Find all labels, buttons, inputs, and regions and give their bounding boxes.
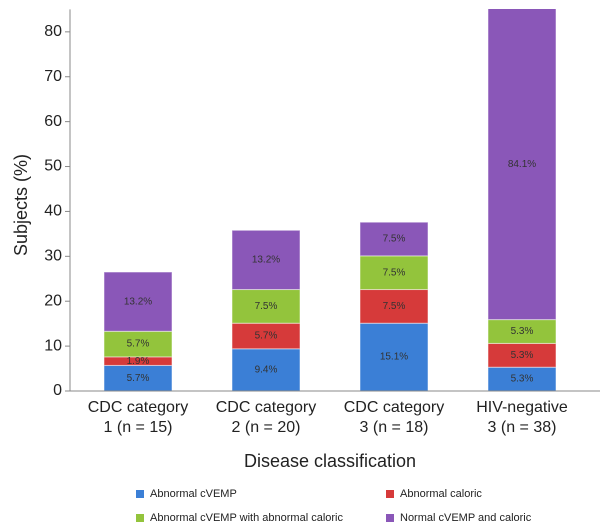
bar-segment — [231, 229, 301, 291]
legend-label: Normal cVEMP and caloric — [400, 512, 532, 524]
legend-label: Abnormal caloric — [400, 488, 482, 500]
legend-label: Abnormal cVEMP with abnormal caloric — [150, 512, 343, 524]
bar-segment — [487, 9, 557, 321]
x-tick-label: 1 (n = 15) — [104, 419, 173, 436]
data-label: 9.4% — [255, 365, 278, 376]
data-label: 5.3% — [511, 326, 534, 337]
bar-segment — [103, 271, 173, 332]
y-tick-label: 60 — [44, 113, 62, 130]
data-label: 1.9% — [127, 356, 150, 367]
bar-segment — [231, 289, 301, 324]
legend-swatch — [136, 514, 144, 522]
data-label: 5.3% — [511, 350, 534, 361]
x-tick-label: 3 (n = 38) — [488, 419, 557, 436]
y-tick-label: 70 — [44, 68, 62, 85]
data-label: 7.5% — [383, 267, 406, 278]
bar-segment — [103, 364, 173, 392]
y-tick-label: 0 — [53, 382, 62, 399]
data-label: 5.3% — [511, 374, 534, 385]
x-tick-label: 3 (n = 18) — [360, 419, 429, 436]
y-tick-label: 40 — [44, 203, 62, 220]
data-label: 13.2% — [124, 296, 152, 307]
bar-segment — [359, 221, 429, 257]
data-label: 5.7% — [255, 331, 278, 342]
x-tick-label: CDC category — [88, 399, 188, 416]
data-label: 5.7% — [127, 339, 150, 350]
y-tick-label: 10 — [44, 337, 62, 354]
x-tick-label: CDC category — [344, 399, 444, 416]
legend-swatch — [136, 490, 144, 498]
x-tick-label: CDC category — [216, 399, 316, 416]
data-label: 7.5% — [383, 301, 406, 312]
y-axis-label: Subjects (%) — [11, 154, 31, 256]
legend-swatch — [386, 514, 394, 522]
legend-label: Abnormal cVEMP — [150, 488, 237, 500]
y-tick-label: 30 — [44, 248, 62, 265]
y-tick-label: 80 — [44, 23, 62, 40]
x-axis-label: Disease classification — [244, 451, 416, 471]
x-tick-label: 2 (n = 20) — [232, 419, 301, 436]
y-tick-label: 20 — [44, 292, 62, 309]
data-label: 7.5% — [383, 234, 406, 245]
bar-segment — [103, 330, 173, 358]
bar-segment — [359, 289, 429, 324]
data-label: 13.2% — [252, 255, 280, 266]
data-label: 84.1% — [508, 159, 536, 170]
bars — [103, 9, 557, 392]
data-label: 7.5% — [255, 301, 278, 312]
bar-segment — [359, 322, 429, 392]
legend-swatch — [386, 490, 394, 498]
x-tick-label: HIV-negative — [476, 399, 568, 416]
y-tick-label: 50 — [44, 158, 62, 175]
data-label: 15.1% — [380, 352, 408, 363]
data-label: 5.7% — [127, 373, 150, 384]
bar-segment — [231, 348, 301, 392]
